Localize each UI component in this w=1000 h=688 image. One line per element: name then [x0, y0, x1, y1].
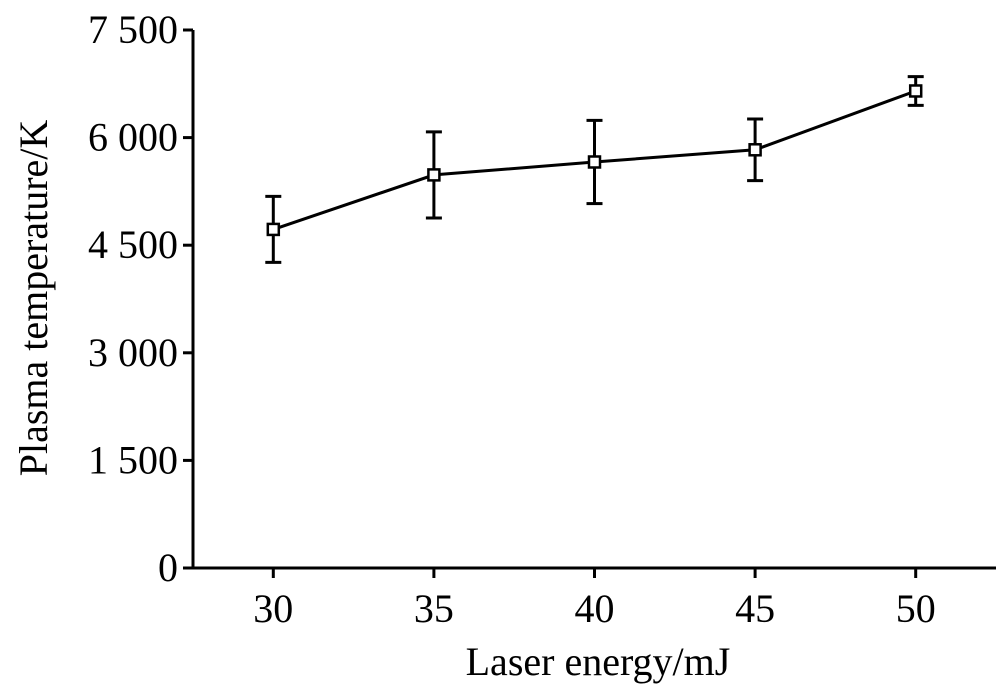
y-tick-label: 4 500 — [88, 222, 178, 267]
x-tick-label: 30 — [253, 586, 293, 631]
y-tick-label: 0 — [158, 545, 178, 590]
y-axis-title: Plasma temperature/K — [11, 120, 56, 477]
data-point — [587, 155, 602, 169]
data-point — [266, 222, 281, 237]
y-tick-label: 7 500 — [88, 7, 178, 52]
x-tick-label: 35 — [414, 586, 454, 631]
axes — [191, 30, 996, 570]
data-point — [908, 84, 923, 98]
series-group — [265, 75, 924, 264]
x-axis-ticks: 30 35 40 45 50 — [253, 568, 936, 631]
x-tick-label: 40 — [575, 586, 615, 631]
x-tick-label: 45 — [735, 586, 775, 631]
y-tick-label: 3 000 — [88, 330, 178, 375]
x-axis-title: Laser energy/mJ — [466, 639, 731, 684]
data-point — [427, 168, 441, 182]
data-point — [748, 143, 762, 157]
y-tick-label: 1 500 — [88, 437, 178, 482]
y-tick-label: 6 000 — [88, 115, 178, 160]
y-axis-ticks: 0 1 500 3 000 4 500 6 000 7 500 — [88, 7, 193, 590]
x-tick-label: 50 — [896, 586, 936, 631]
